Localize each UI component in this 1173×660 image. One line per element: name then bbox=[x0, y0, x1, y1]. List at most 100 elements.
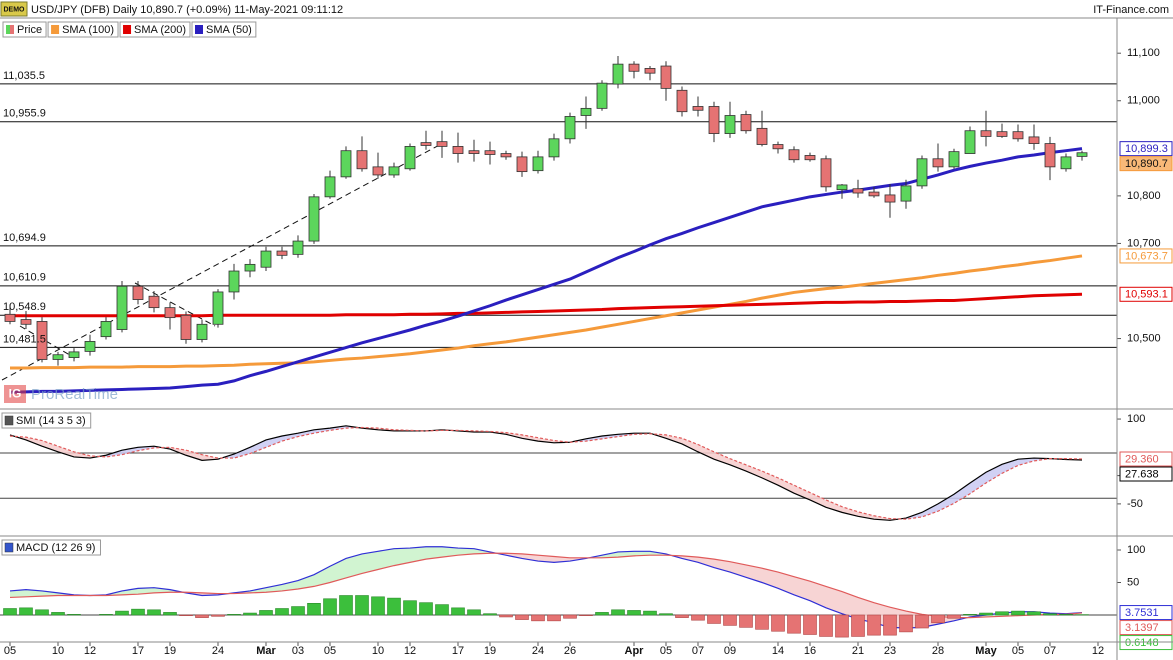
x-tick-label: 05 bbox=[660, 645, 672, 657]
panel-title: MACD (12 26 9) bbox=[1, 539, 101, 556]
band-fill bbox=[762, 471, 778, 486]
histogram-bar bbox=[499, 614, 513, 618]
histogram-bar bbox=[35, 609, 49, 616]
candle-body bbox=[4, 313, 16, 322]
band-fill bbox=[42, 590, 58, 597]
histogram-bar bbox=[611, 609, 625, 616]
y-tick-label: 50 bbox=[1127, 576, 1139, 588]
histogram-bar bbox=[659, 613, 673, 616]
histogram-bar bbox=[387, 597, 401, 616]
y-tick-label: 10,500 bbox=[1127, 332, 1161, 344]
histogram-bar bbox=[1059, 614, 1073, 616]
candle-body bbox=[1028, 136, 1040, 144]
band-fill bbox=[1018, 458, 1034, 466]
histogram-bar bbox=[915, 614, 929, 629]
histogram-bar bbox=[291, 606, 305, 616]
candle-body bbox=[964, 130, 976, 154]
histogram-bar bbox=[1043, 613, 1057, 616]
watermark-logo bbox=[4, 385, 26, 403]
band-fill bbox=[826, 586, 842, 614]
histogram-bar bbox=[547, 614, 561, 622]
panel-title-text: SMI (14 3 5 3) bbox=[16, 415, 86, 427]
legend-box bbox=[47, 21, 119, 38]
x-tick-label: 03 bbox=[292, 645, 304, 657]
candle-body bbox=[1044, 143, 1056, 168]
candle-body bbox=[164, 307, 176, 319]
histogram-bar bbox=[899, 614, 913, 633]
trend-line bbox=[1, 141, 446, 381]
x-tick-label: 07 bbox=[1044, 645, 1056, 657]
last-value-label: 10,899.3 bbox=[1125, 143, 1168, 155]
last-value-box bbox=[1119, 156, 1173, 172]
candle-body bbox=[132, 285, 144, 300]
x-tick-label: 19 bbox=[164, 645, 176, 657]
band-fill bbox=[266, 584, 282, 593]
x-tick-label: 09 bbox=[724, 645, 736, 657]
y-tick-label: 11,100 bbox=[1127, 47, 1160, 59]
histogram-bar bbox=[515, 614, 529, 620]
candle-body bbox=[628, 63, 640, 72]
y-tick-label: -50 bbox=[1127, 498, 1143, 510]
histogram-bar bbox=[979, 612, 993, 616]
candle-body bbox=[308, 196, 320, 242]
x-tick-label: 16 bbox=[804, 645, 816, 657]
x-tick-label: 05 bbox=[4, 645, 16, 657]
panel-title-icon bbox=[4, 542, 14, 553]
histogram-bar bbox=[579, 614, 593, 616]
band-fill bbox=[250, 439, 266, 454]
band-fill bbox=[298, 574, 314, 589]
histogram-bar bbox=[819, 614, 833, 637]
histogram-bar bbox=[147, 609, 161, 616]
candle-body bbox=[68, 351, 80, 358]
legend-swatch bbox=[10, 25, 14, 34]
histogram-bar bbox=[467, 609, 481, 616]
candle-body bbox=[244, 263, 256, 272]
band-fill bbox=[794, 485, 810, 500]
histogram-bar bbox=[339, 595, 353, 616]
x-tick-label: 17 bbox=[132, 645, 144, 657]
histogram-bar bbox=[3, 608, 17, 616]
band-fill bbox=[938, 494, 954, 512]
candle-body bbox=[1060, 156, 1072, 170]
legend-label: Price bbox=[17, 24, 42, 36]
histogram-bar bbox=[403, 600, 417, 616]
histogram-bar bbox=[531, 614, 545, 622]
histogram-bar bbox=[195, 614, 209, 618]
band-fill bbox=[346, 553, 362, 578]
histogram-bar bbox=[163, 612, 177, 616]
histogram-bar bbox=[259, 610, 273, 616]
histogram-bar bbox=[643, 610, 657, 616]
histogram-bar bbox=[627, 610, 641, 616]
candle-body bbox=[948, 151, 960, 168]
band-fill bbox=[602, 551, 618, 558]
candle-body bbox=[836, 184, 848, 191]
band-fill bbox=[42, 440, 58, 452]
y-tick-label: 10,800 bbox=[1127, 190, 1161, 202]
sma-line bbox=[9, 147, 1083, 394]
histogram-bar bbox=[99, 614, 113, 616]
candle-body bbox=[820, 158, 832, 188]
candle-body bbox=[804, 155, 816, 161]
histogram-bar bbox=[723, 614, 737, 626]
candle-body bbox=[868, 191, 880, 197]
trend-line bbox=[19, 325, 76, 359]
band-fill bbox=[954, 482, 970, 504]
histogram-bar bbox=[67, 614, 81, 616]
x-tick-label: 12 bbox=[84, 645, 96, 657]
histogram-bar bbox=[867, 614, 881, 636]
legend-swatch bbox=[123, 25, 132, 34]
x-tick-label: 05 bbox=[1012, 645, 1024, 657]
band-fill bbox=[442, 546, 458, 558]
candle-body bbox=[852, 188, 864, 194]
watermark-logo-text: IG bbox=[9, 387, 22, 401]
x-tick-label: Apr bbox=[625, 645, 645, 657]
band-fill bbox=[298, 429, 314, 437]
band-fill bbox=[666, 434, 682, 444]
histogram-bar bbox=[691, 614, 705, 621]
histogram-bar bbox=[947, 614, 961, 619]
x-tick-label: 10 bbox=[52, 645, 64, 657]
candle-body bbox=[916, 158, 928, 187]
histogram-bar bbox=[787, 614, 801, 634]
band-fill bbox=[730, 561, 746, 578]
band-fill bbox=[282, 433, 298, 442]
